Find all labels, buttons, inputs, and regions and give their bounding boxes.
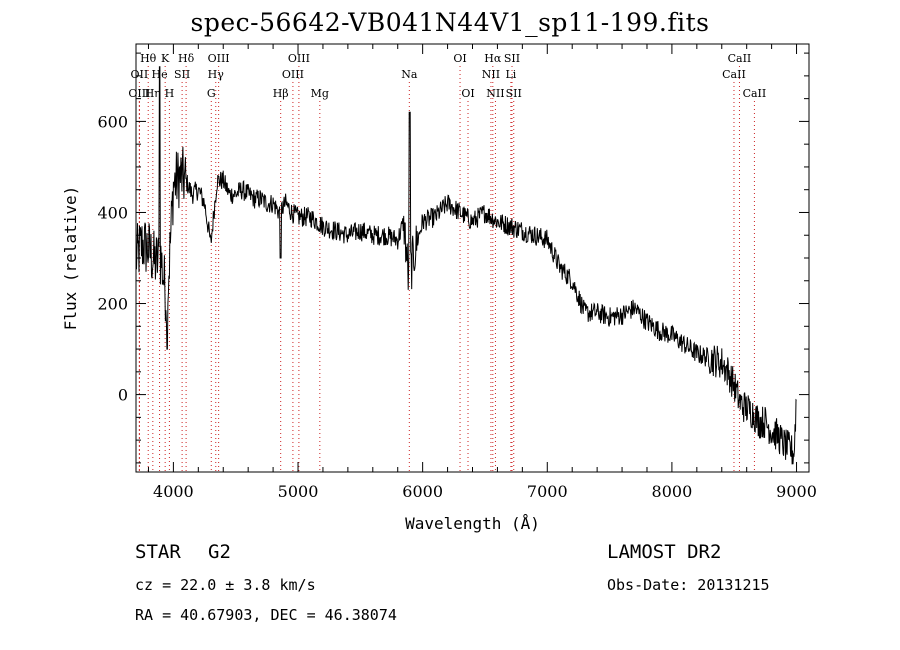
- spectral-line-label: OI: [453, 52, 466, 65]
- spectrum-line: [135, 66, 797, 465]
- spectral-line-label: SII: [504, 52, 520, 65]
- spectral-line-label: Hδ: [178, 52, 195, 65]
- x-axis-label: Wavelength (Å): [405, 514, 540, 533]
- spectral-line-label: CaII: [722, 68, 746, 81]
- spectral-line-label: Hβ: [273, 87, 289, 100]
- spectral-line-label: Hα: [484, 52, 502, 65]
- spectral-line-label: OIII: [128, 87, 150, 100]
- spectral-line-label: Hη: [145, 87, 161, 100]
- redshift-cz: cz = 22.0 ± 3.8 km/s: [135, 576, 316, 594]
- spectral-line-label: CaII: [728, 52, 752, 65]
- spectral-line-label: G: [207, 87, 216, 100]
- obs-date: Obs-Date: 20131215: [607, 576, 770, 594]
- spectral-line-label: K: [161, 52, 170, 65]
- spectral-line-label: H: [165, 87, 175, 100]
- spectral-line-label: OIII: [208, 52, 230, 65]
- spectral-line-label: Na: [401, 68, 418, 81]
- spectral-line-label: Hθ: [140, 52, 157, 65]
- y-axis-label: Flux (relative): [61, 186, 80, 331]
- survey-name: LAMOST DR2: [607, 541, 722, 563]
- spectral-line-label: Mg: [311, 87, 329, 100]
- spectral-line-label: CaII: [743, 87, 767, 100]
- x-tick-label: 5000: [278, 482, 319, 501]
- spectral-line-label: OIII: [282, 68, 304, 81]
- x-tick-label: 4000: [153, 482, 194, 501]
- y-tick-label: 600: [97, 112, 128, 131]
- spectral-line-label: Li: [505, 68, 516, 81]
- y-tick-label: 200: [97, 295, 128, 314]
- y-tick-label: 400: [97, 203, 128, 222]
- spectral-line-label: OI: [461, 87, 474, 100]
- plot-frame: [135, 43, 810, 473]
- chart-title: spec-56642-VB041N44V1_sp11-199.fits: [190, 8, 710, 37]
- object-class: G2: [208, 541, 231, 563]
- spectral-line-label: NII: [486, 87, 504, 100]
- x-tick-label: 9000: [776, 482, 817, 501]
- x-tick-label: 6000: [402, 482, 443, 501]
- x-tick-label: 8000: [652, 482, 693, 501]
- spectral-line-label: OII: [131, 68, 149, 81]
- spectral-line-label: SII: [506, 87, 522, 100]
- spectral-line-label: Hγ: [208, 68, 225, 81]
- spectral-line-label: OIII: [288, 52, 310, 65]
- object-type: STAR: [135, 541, 181, 563]
- spectral-line-label: He: [152, 68, 168, 81]
- spectral-line-label: SII: [174, 68, 190, 81]
- ra-dec: RA = 40.67903, DEC = 46.38074: [135, 606, 397, 624]
- spectral-line-label: NII: [482, 68, 500, 81]
- x-tick-label: 7000: [527, 482, 568, 501]
- y-tick-label: 0: [118, 386, 128, 405]
